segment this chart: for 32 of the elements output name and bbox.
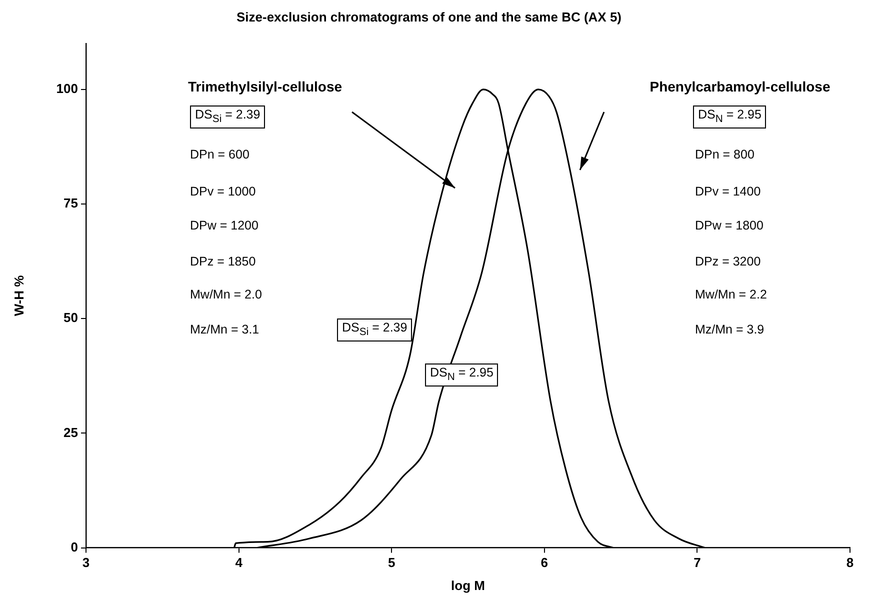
- annotation: DS$_{Si}$ = 2.39: [190, 106, 266, 128]
- annotation: DPn = 800: [695, 148, 754, 162]
- annotation: Mw/Mn = 2.0: [190, 288, 262, 302]
- annotation: DPw = 1800: [695, 218, 764, 234]
- annotation: DS$_{Si}$ = 2.39: [337, 318, 412, 342]
- x-tick-label: 7: [694, 555, 701, 570]
- annotation: DS$_{N}$ = 2.95: [693, 106, 766, 128]
- y-tick-label: 25: [64, 424, 78, 440]
- annotation: DPv = 1400: [695, 184, 761, 200]
- annotation: DPn = 600: [190, 148, 250, 162]
- x-tick-label: 6: [540, 555, 548, 570]
- annotation: DS$_{N}$ = 2.95: [425, 364, 498, 386]
- annotation: Phenylcarbamoyl-cellulose: [650, 78, 830, 96]
- x-tick-label: 8: [846, 555, 854, 570]
- chart-title: Size-exclusion chromatograms of one and the same BC (AX 5): [236, 9, 622, 24]
- y-tick-label: 50: [64, 310, 78, 326]
- y-axis-title: W-H %: [11, 274, 26, 316]
- annotation: Mz/Mn = 3.1: [190, 322, 260, 338]
- y-tick-label: 0: [70, 539, 78, 554]
- annotation: Mz/Mn = 3.9: [695, 322, 764, 338]
- annotation: Mw/Mn = 2.2: [695, 288, 767, 302]
- x-tick-label: 5: [388, 555, 396, 570]
- x-tick-label: 4: [235, 555, 244, 570]
- y-tick-label: 100: [56, 81, 78, 96]
- x-axis-title: log M: [451, 578, 485, 593]
- x-tick-label: 3: [82, 555, 90, 570]
- annotation: DPv = 1000: [190, 184, 256, 200]
- annotation: DPw = 1200: [190, 218, 258, 234]
- annotation: Trimethylsilyl-cellulose: [188, 78, 342, 96]
- y-tick-label: 75: [64, 196, 78, 211]
- annotation: DPz = 3200: [695, 254, 761, 270]
- annotation: DPz = 1850: [190, 254, 256, 270]
